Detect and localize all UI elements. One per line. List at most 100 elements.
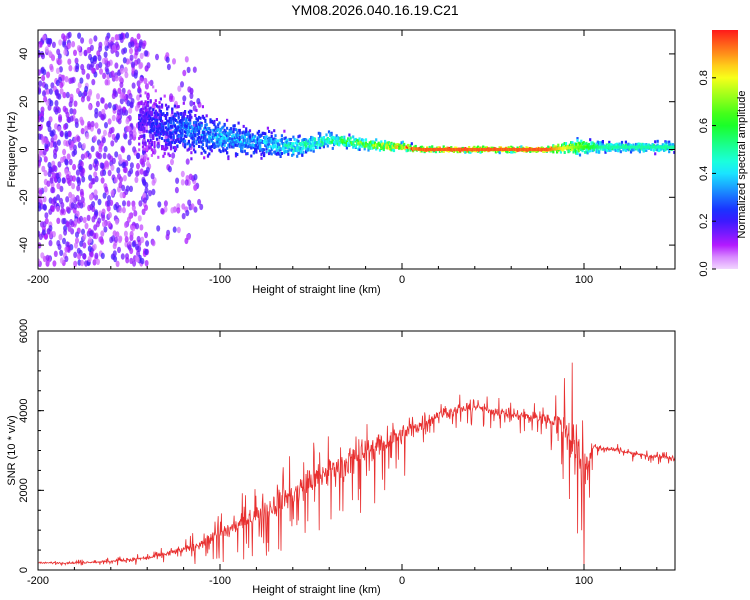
heatmap-cell xyxy=(147,121,150,125)
heatmap-speckle xyxy=(136,94,141,101)
heatmap-cell xyxy=(150,140,153,144)
heatmap-cell xyxy=(145,115,148,119)
heatmap-cell xyxy=(624,148,627,152)
heatmap-cell xyxy=(406,146,410,150)
heatmap-speckle xyxy=(80,259,85,267)
heatmap-speckle xyxy=(96,258,100,265)
heatmap-speckle xyxy=(66,32,71,40)
heatmap-cell xyxy=(166,119,169,123)
heatmap-speckle xyxy=(188,173,193,180)
heatmap-ridge-cell xyxy=(647,145,650,149)
heatmap-cell xyxy=(168,120,171,124)
heatmap-speckle xyxy=(94,252,99,259)
heatmap-speckle xyxy=(45,254,50,262)
heatmap-cell xyxy=(292,143,295,147)
heatmap-cell xyxy=(169,143,173,147)
heatmap-cell xyxy=(321,143,324,147)
heatmap-speckle xyxy=(186,66,191,74)
heatmap-speckle xyxy=(143,77,148,85)
heatmap-cell xyxy=(401,140,404,144)
heatmap-ridge-cell xyxy=(545,148,548,151)
heatmap-ridge-cell xyxy=(529,148,532,151)
heatmap-cell xyxy=(148,113,151,117)
heatmap-cell xyxy=(389,142,392,146)
heatmap-speckle xyxy=(151,179,156,186)
heatmap-speckle xyxy=(87,90,92,98)
heatmap-speckle xyxy=(129,185,133,192)
heatmap-cells xyxy=(38,31,675,267)
heatmap-cell xyxy=(192,121,196,125)
heatmap-cell xyxy=(661,143,664,147)
heatmap-ridge-cell xyxy=(660,145,663,149)
heatmap-ridge-cell xyxy=(415,147,418,151)
heatmap-speckle xyxy=(156,225,161,232)
heatmap-ridge-cell xyxy=(618,145,621,149)
heatmap-ridge-cell xyxy=(614,145,617,149)
heatmap-speckle xyxy=(97,54,102,62)
heatmap-cell xyxy=(184,145,187,149)
heatmap-cell xyxy=(329,141,332,145)
heatmap-cell xyxy=(247,136,250,140)
heatmap-ridge-cell xyxy=(671,145,675,149)
heatmap-cell xyxy=(354,139,357,143)
heatmap-cell xyxy=(403,146,406,150)
heatmap-cell xyxy=(287,149,290,153)
heatmap-speckle xyxy=(71,41,76,48)
heatmap-cell xyxy=(307,142,310,146)
heatmap-cell xyxy=(576,138,579,142)
heatmap-cell xyxy=(182,140,185,143)
heatmap-cell xyxy=(370,140,373,144)
heatmap-cell xyxy=(601,140,604,143)
heatmap-cell xyxy=(673,150,675,154)
heatmap-speckle xyxy=(136,162,140,170)
heatmap-cell xyxy=(143,127,146,131)
heatmap-speckle xyxy=(127,170,132,177)
heatmap-cell xyxy=(175,126,178,130)
heatmap-speckle xyxy=(98,41,103,49)
heatmap-cell xyxy=(140,100,143,104)
heatmap-cell xyxy=(362,142,365,146)
heatmap-speckle xyxy=(141,42,146,50)
heatmap-ridge-cell xyxy=(530,148,533,151)
heatmap-cell xyxy=(409,148,412,152)
heatmap-cell xyxy=(196,132,199,136)
heatmap-cell xyxy=(236,136,239,140)
heatmap-cell xyxy=(169,121,173,125)
heatmap-cell xyxy=(141,114,145,118)
heatmap-speckle xyxy=(137,215,142,222)
heatmap-cell xyxy=(322,136,325,139)
heatmap-cell xyxy=(226,138,229,142)
heatmap-speckle xyxy=(131,204,136,212)
heatmap-cell xyxy=(214,125,217,129)
heatmap-cell xyxy=(226,131,229,135)
heatmap-cell xyxy=(238,144,241,148)
heatmap-ridge-cell xyxy=(434,148,438,151)
heatmap-cell xyxy=(284,150,287,153)
heatmap-speckle xyxy=(185,158,190,165)
heatmap-speckle xyxy=(79,188,84,196)
heatmap-cell xyxy=(227,134,230,138)
heatmap-cell xyxy=(506,150,509,154)
heatmap-cell xyxy=(591,149,594,153)
heatmap-cell xyxy=(367,145,370,149)
heatmap-cell xyxy=(178,128,182,131)
heatmap-speckle xyxy=(61,74,66,82)
heatmap-speckle xyxy=(112,104,117,111)
heatmap-cell xyxy=(187,130,190,134)
heatmap-ridge-cell xyxy=(461,148,464,151)
colorbar-tick-label: 0.0 xyxy=(698,261,710,276)
heatmap-ridge-cell xyxy=(561,146,564,150)
heatmap-cell xyxy=(349,136,352,140)
heatmap-cell xyxy=(222,135,225,139)
heatmap-ridge-cell xyxy=(455,148,458,151)
heatmap-cell xyxy=(268,139,271,143)
heatmap-cell xyxy=(395,145,398,149)
heatmap-cell xyxy=(184,121,187,125)
heatmap-cell xyxy=(172,136,175,140)
heatmap-ridge-cell xyxy=(539,148,542,151)
heatmap-cell xyxy=(283,137,286,141)
heatmap-speckle xyxy=(43,169,48,177)
heatmap-speckle xyxy=(64,255,69,263)
heatmap-cell xyxy=(251,145,254,149)
heatmap-cell xyxy=(312,137,315,141)
